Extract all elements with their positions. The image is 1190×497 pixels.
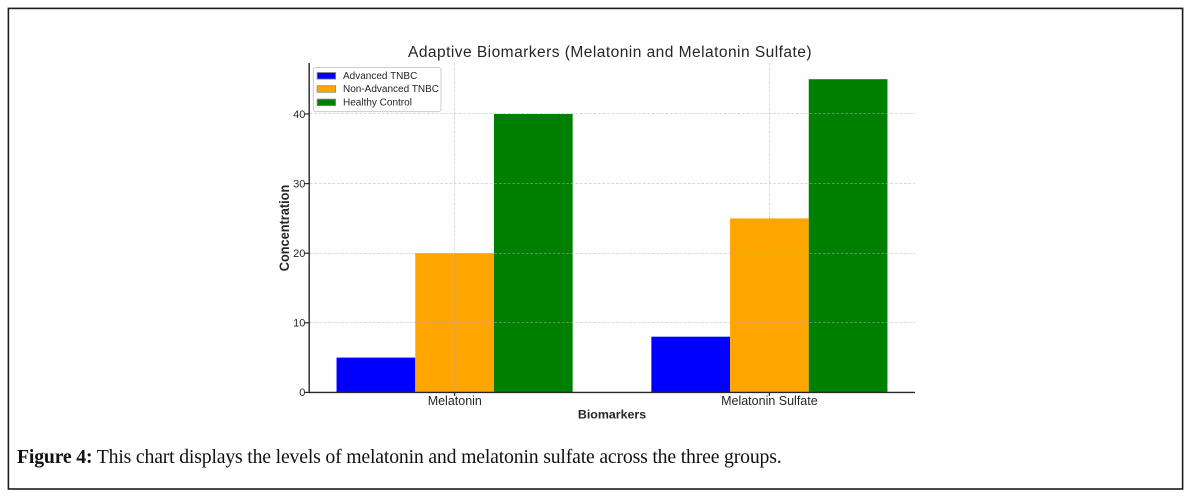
- svg-text:30: 30: [293, 178, 305, 190]
- svg-text:Biomarkers: Biomarkers: [578, 408, 646, 422]
- svg-text:Advanced TNBC: Advanced TNBC: [343, 71, 417, 82]
- svg-text:Non-Advanced TNBC: Non-Advanced TNBC: [343, 84, 439, 95]
- svg-text:Adaptive Biomarkers (Melatonin: Adaptive Biomarkers (Melatonin and Melat…: [408, 44, 812, 61]
- svg-text:Concentration: Concentration: [277, 185, 292, 272]
- svg-text:Healthy Control: Healthy Control: [343, 98, 412, 109]
- svg-text:20: 20: [293, 248, 305, 260]
- svg-text:0: 0: [299, 387, 305, 399]
- svg-text:Melatonin Sulfate: Melatonin Sulfate: [721, 394, 818, 408]
- svg-text:Melatonin: Melatonin: [428, 394, 482, 408]
- svg-text:10: 10: [293, 318, 305, 330]
- svg-text:40: 40: [293, 109, 305, 121]
